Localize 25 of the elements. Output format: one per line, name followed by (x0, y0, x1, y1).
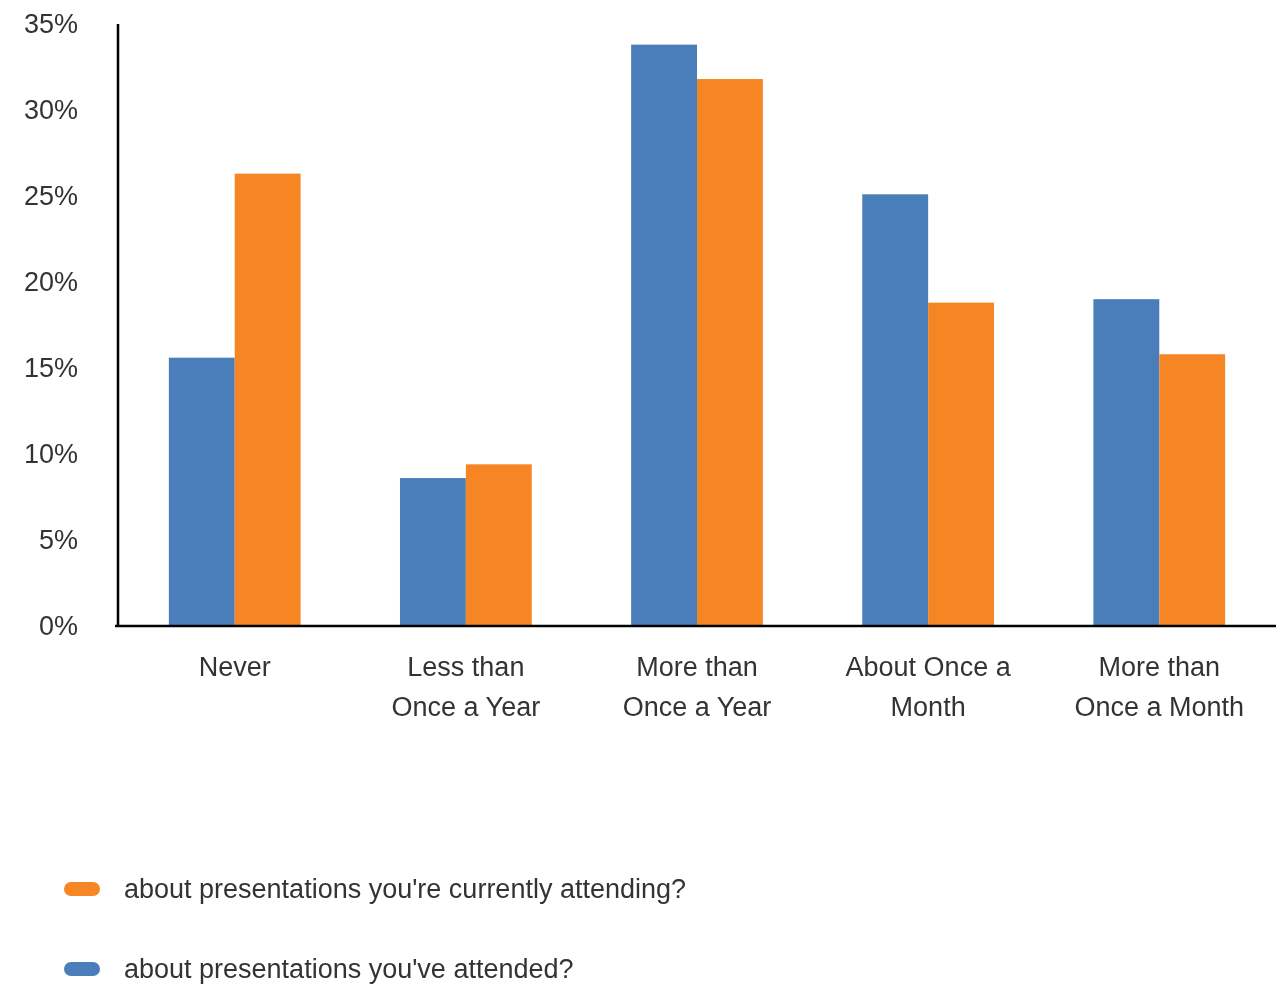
x-tick-label: Less than Once a Year (391, 652, 541, 722)
y-tick-label: 25% (23, 181, 78, 211)
y-tick-label: 20% (23, 267, 78, 297)
y-tick-label: 0% (38, 611, 78, 641)
x-tick-label: More than Once a Month (1074, 652, 1245, 722)
bar (1159, 354, 1226, 626)
bar (631, 44, 697, 626)
bar (862, 194, 929, 626)
y-tick-label: 5% (38, 525, 78, 555)
y-tick-label: 10% (23, 439, 78, 469)
bar (1093, 299, 1160, 626)
x-tick-label: More than Once a Year (622, 652, 772, 722)
x-tick-label: Never (198, 652, 271, 682)
bar (697, 79, 763, 626)
legend-label: about presentations you've attended? (124, 954, 574, 985)
x-tick-label: About Once a Month (845, 652, 1012, 722)
bar (928, 302, 995, 626)
legend-label: about presentations you're currently attending? (124, 874, 687, 905)
y-tick-label: 35% (23, 9, 78, 39)
bar (465, 464, 532, 626)
y-tick-label: 15% (23, 353, 78, 383)
y-tick-label: 30% (23, 95, 78, 125)
bar (399, 478, 466, 626)
bar (234, 173, 301, 626)
bar (168, 357, 235, 626)
